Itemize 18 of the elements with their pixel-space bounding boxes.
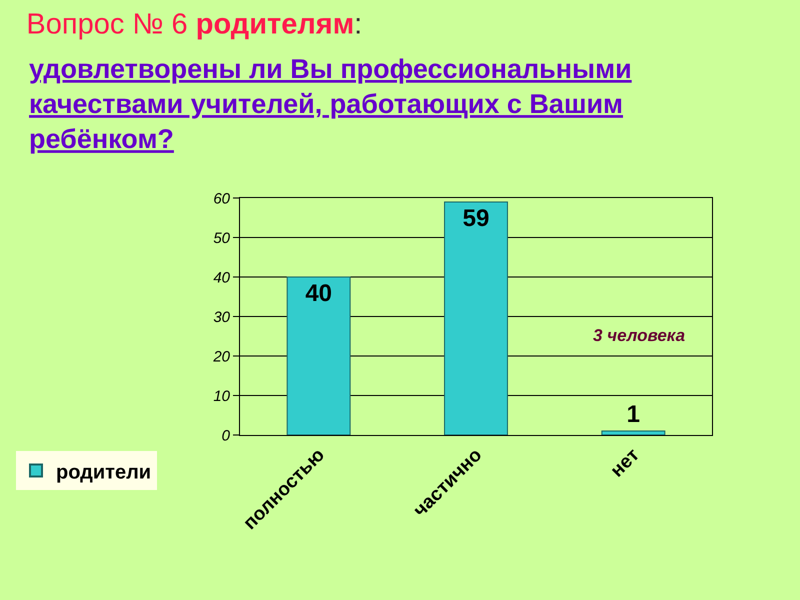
y-tick-label: 60 [213, 190, 231, 208]
y-tick-label: 10 [213, 388, 231, 405]
bar [601, 430, 666, 435]
chart-subtitle: удовлетворены ли Вы профессиональными качествами учителей, работающих с Вашим ребёнком? [29, 54, 632, 154]
chart-title: Вопрос № 6 родителям: [26, 8, 362, 40]
data-label: 59 [462, 204, 490, 232]
data-label: 40 [305, 280, 332, 307]
y-tick-label: 0 [222, 427, 231, 444]
data-label: 1 [626, 401, 640, 428]
bar [444, 201, 508, 435]
y-tick-label: 20 [212, 348, 231, 366]
y-tick-label: 30 [213, 308, 231, 326]
y-tick-label: 40 [213, 269, 231, 286]
y-tick-label: 50 [213, 230, 231, 247]
annotation: 3 человека [593, 326, 686, 345]
bar [286, 276, 351, 435]
x-tick-label: нет [606, 444, 644, 482]
legend-label: родители [56, 461, 152, 484]
